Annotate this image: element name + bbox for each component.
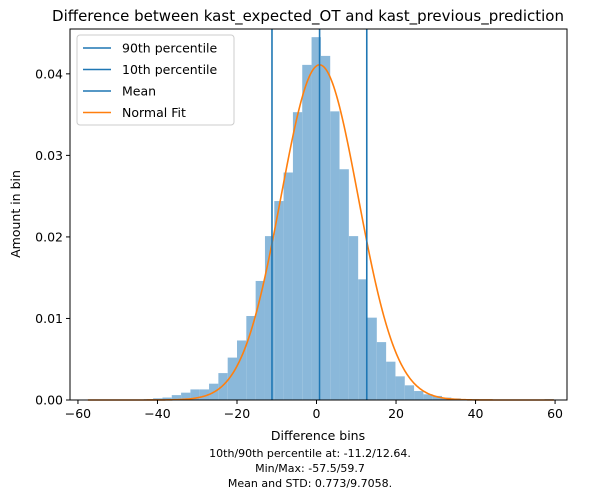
x-tick-label: 20 — [388, 406, 404, 421]
histogram-bar — [181, 392, 191, 400]
annotation-minmax: Min/Max: -57.5/59.7 — [255, 462, 365, 475]
histogram-bar — [311, 37, 321, 401]
percentile-lines — [271, 29, 368, 400]
histogram-bar — [376, 342, 387, 400]
histogram-bar — [190, 389, 200, 400]
histogram-bar — [432, 395, 443, 400]
x-tick-label: −40 — [144, 406, 170, 421]
legend-label: 10th percentile — [122, 62, 218, 77]
annotation-mean-std: Mean and STD: 0.773/9.7058. — [228, 477, 392, 490]
histogram-bar — [292, 112, 303, 401]
histogram-bar — [237, 340, 247, 400]
legend-label: 90th percentile — [122, 41, 218, 56]
y-axis-label: Amount in bin — [8, 170, 23, 258]
histogram-bar — [199, 389, 210, 400]
legend: 90th percentile 10th percentile Mean Normal… — [76, 34, 235, 126]
histogram-bar — [404, 385, 415, 400]
histogram-bar — [255, 280, 265, 400]
histogram-bar — [423, 394, 433, 400]
histogram-bar — [386, 361, 396, 400]
y-tick-label: 0.04 — [35, 66, 63, 81]
histogram-bar — [414, 391, 424, 400]
histogram-bar — [162, 397, 172, 400]
y-tick-label: 0.02 — [35, 229, 63, 244]
histogram-bar — [395, 376, 405, 400]
y-tick-label: 0.00 — [35, 393, 63, 408]
chart-title: Difference between kast_expected_OT and … — [52, 7, 564, 26]
histogram-bar — [274, 201, 284, 400]
histogram-bar — [320, 55, 331, 401]
histogram-bar — [283, 172, 293, 400]
legend-label: Mean — [122, 84, 156, 99]
x-tick-label: 60 — [547, 406, 563, 421]
y-tick-label: 0.03 — [35, 148, 63, 163]
x-axis-label: Difference bins — [271, 428, 365, 443]
histogram-bar — [348, 236, 359, 400]
histogram-bar — [358, 279, 368, 400]
y-axis-ticks: 0.00 0.01 0.02 0.03 0.04 — [35, 66, 70, 408]
histogram-bar — [339, 169, 349, 400]
legend-box — [76, 34, 235, 126]
histogram-bar — [264, 236, 275, 400]
histogram-bar — [367, 317, 377, 400]
plot-frame — [69, 28, 568, 401]
legend-label: Normal Fit — [122, 105, 186, 120]
y-tick-label: 0.01 — [35, 311, 63, 326]
x-tick-label: 0 — [313, 406, 321, 421]
histogram-bar — [218, 373, 228, 400]
histogram-bars — [143, 37, 554, 401]
x-tick-label: −20 — [224, 406, 250, 421]
annotation-percentiles: 10th/90th percentile at: -11.2/12.64. — [209, 447, 411, 460]
histogram-bar — [330, 111, 340, 400]
histogram-bar — [227, 357, 238, 400]
histogram-bar — [246, 316, 256, 400]
x-tick-label: 40 — [468, 406, 484, 421]
x-tick-label: −60 — [65, 406, 91, 421]
histogram-bar — [171, 395, 182, 400]
x-axis-ticks: −60 −40 −20 0 20 40 60 — [65, 400, 563, 421]
histogram-bar — [302, 64, 312, 400]
